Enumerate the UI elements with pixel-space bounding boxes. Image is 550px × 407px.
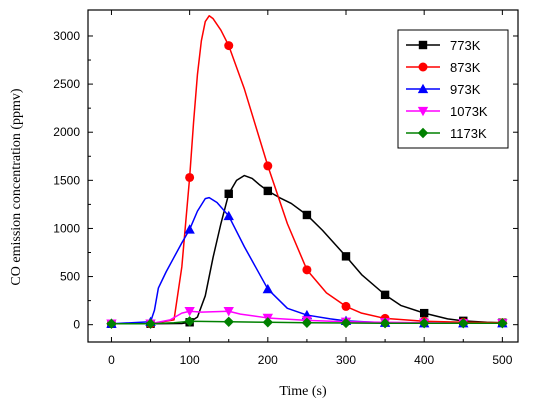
data-point-1073K: [184, 307, 195, 317]
legend-marker-1173K: [417, 127, 429, 139]
legend-marker-1073K: [417, 106, 429, 117]
data-point-873K: [341, 301, 351, 311]
y-tick-label: 2000: [53, 125, 80, 139]
plot-frame: [87, 9, 519, 343]
legend-label-773K: 773K: [450, 38, 481, 53]
x-tick-label: 500: [492, 353, 512, 367]
y-axis-title: CO emission concentration (ppmv): [9, 88, 24, 285]
series-line-1173K: [111, 320, 503, 325]
data-point-873K: [302, 265, 312, 275]
data-point-973K: [223, 210, 234, 221]
series-layer: [106, 15, 508, 329]
data-point-1173K: [223, 316, 234, 327]
data-point-1173K: [379, 318, 391, 329]
series-line-873K: [111, 15, 503, 325]
y-tick-label: 500: [60, 270, 80, 284]
legend: 773K 873K 973K 1073K 1173K: [397, 29, 509, 149]
x-tick-label: 0: [108, 353, 115, 367]
data-point-1173K: [497, 318, 508, 329]
legend-marker-773K: [418, 40, 428, 50]
data-point-1173K: [184, 316, 195, 327]
data-point-973K: [184, 224, 195, 234]
data-point-1073K: [223, 307, 234, 317]
data-point-1173K: [418, 318, 430, 329]
plot-border: [87, 9, 519, 343]
x-tick-label: 300: [336, 353, 356, 367]
data-point-773K: [224, 189, 233, 199]
x-tick-label: 200: [258, 353, 278, 367]
x-tick-label: 400: [414, 353, 434, 367]
data-point-773K: [419, 308, 429, 318]
data-point-1173K: [340, 317, 352, 329]
data-point-873K: [185, 172, 195, 182]
y-tick-label: 1500: [53, 173, 80, 187]
data-point-1173K: [145, 318, 156, 329]
data-point-773K: [263, 186, 273, 196]
series-line-773K: [111, 174, 503, 325]
data-point-1173K: [301, 317, 313, 328]
x-axis-title: Time (s): [279, 384, 327, 399]
legend-label-1073K: 1073K: [450, 104, 488, 119]
data-point-773K: [302, 210, 312, 220]
data-point-873K: [263, 161, 273, 171]
y-tick-label: 2500: [53, 77, 80, 91]
data-point-1173K: [262, 317, 274, 328]
legend-marker-873K: [418, 62, 428, 72]
axes: 0 100 200 300 400 500 0 500 1000 1500 2000 2500 3000: [53, 10, 518, 367]
series-1173K: [106, 316, 508, 329]
y-tick-label: 3000: [53, 29, 80, 43]
legend-label-973K: 973K: [450, 82, 481, 97]
data-point-873K: [224, 41, 234, 51]
legend-label-873K: 873K: [450, 60, 481, 75]
y-tick-label: 0: [73, 318, 80, 332]
legend-label-1173K: 1173K: [450, 126, 487, 141]
data-point-1173K: [106, 318, 117, 329]
legend-marker-973K: [417, 83, 429, 94]
data-point-1173K: [458, 318, 469, 329]
series-773K: [107, 174, 507, 328]
x-tick-label: 100: [180, 353, 200, 367]
y-tick-label: 1000: [53, 221, 80, 235]
data-point-973K: [262, 283, 274, 294]
data-point-773K: [380, 290, 390, 300]
data-point-773K: [341, 252, 351, 261]
